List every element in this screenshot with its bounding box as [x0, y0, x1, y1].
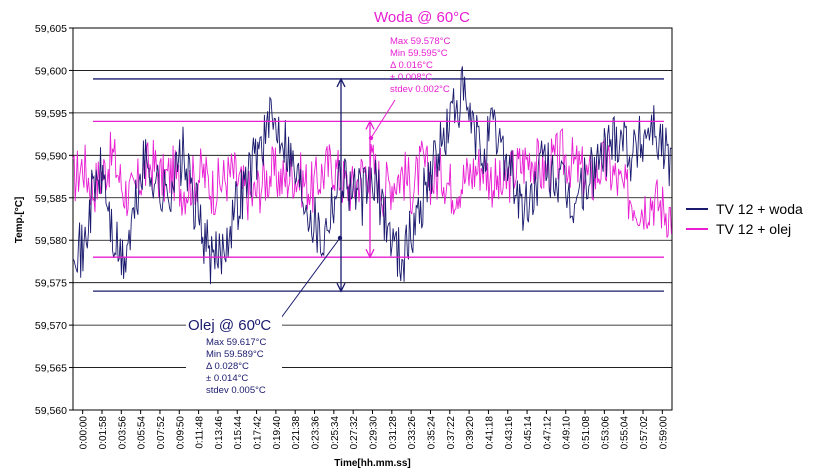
annotation-woda: Woda @ 60°C Max 59.578°C Min 59.595°C Δ …	[374, 9, 470, 95]
annotation-woda-leader-dot	[368, 135, 374, 141]
x-tick-label: 0:05:54	[137, 416, 148, 450]
annotation-woda-delta: Δ 0.016°C	[390, 60, 433, 71]
annotation-olej-min: Min 59.589°C	[206, 349, 264, 360]
y-tick-label: 59,565	[35, 363, 67, 375]
x-tick-label: 0:59:00	[658, 416, 669, 450]
grid-lines	[73, 70, 672, 368]
annotation-olej-title: Olej @ 60ºC	[188, 317, 271, 334]
y-axis-ticks: 59,560 59,565 59,570 59,575 59,580 59,585 59,5…	[35, 23, 73, 417]
range-arrow-woda-head-top	[336, 77, 346, 88]
x-tick-label: 0:43:16	[504, 416, 515, 450]
y-tick-label: 59,590	[35, 150, 67, 162]
annotation-olej-delta: Δ 0.028°C	[206, 361, 249, 372]
y-tick-label: 59,575	[35, 278, 67, 290]
x-tick-label: 0:39:20	[465, 416, 476, 450]
series-lines	[72, 66, 672, 285]
annotation-olej-plusminus: ± 0.014°C	[206, 373, 248, 384]
x-tick-label: 0:03:56	[117, 416, 128, 450]
annotation-woda-leader	[370, 99, 396, 139]
x-tick-label: 0:57:02	[639, 416, 650, 450]
y-tick-label: 59,605	[35, 23, 67, 35]
x-tick-label: 0:35:24	[426, 416, 437, 450]
x-tick-label: 0:19:40	[272, 416, 283, 450]
x-tick-label: 0:27:32	[349, 416, 360, 450]
x-tick-label: 0:29:30	[369, 416, 380, 450]
x-tick-label: 0:45:14	[523, 416, 534, 450]
x-axis-ticks: 0:00:00 0:01:58 0:03:56 0:05:54 0:07:52 0:09:…	[79, 410, 669, 450]
x-tick-label: 0:33:26	[407, 416, 418, 450]
x-tick-label: 0:37:22	[446, 416, 457, 450]
annotation-woda-title: Woda @ 60°C	[374, 9, 470, 26]
y-tick-label: 59,595	[35, 108, 67, 120]
x-tick-label: 0:07:52	[156, 416, 167, 450]
plot-area-frame	[72, 27, 673, 411]
annotation-woda-min: Min 59.595°C	[390, 48, 448, 59]
annotation-olej-leader-dot	[337, 235, 343, 241]
annotation-woda-plusminus: ± 0.008°C	[390, 72, 432, 83]
range-arrow-olej-head-top	[365, 119, 375, 130]
legend-label-woda: TV 12 + woda	[716, 201, 803, 217]
legend: TV 12 + woda TV 12 + olej	[686, 201, 803, 237]
y-tick-label: 59,560	[35, 405, 67, 417]
x-tick-label: 0:55:04	[620, 416, 631, 450]
y-tick-label: 59,600	[35, 65, 67, 77]
y-tick-label: 59,570	[35, 320, 67, 332]
reference-lines	[93, 78, 664, 292]
range-arrow-olej-head-bottom	[365, 248, 375, 259]
x-tick-label: 0:11:48	[195, 416, 206, 449]
x-tick-label: 0:15:44	[233, 416, 244, 450]
x-tick-label: 0:21:38	[291, 416, 302, 450]
range-arrows	[280, 77, 396, 319]
x-tick-label: 0:31:28	[388, 416, 399, 450]
x-tick-label: 0:53:06	[600, 416, 611, 450]
annotation-olej-stdev: stdev 0.005°C	[206, 385, 266, 396]
x-tick-label: 0:13:46	[214, 416, 225, 450]
legend-label-olej: TV 12 + olej	[716, 221, 791, 237]
x-tick-label: 0:09:50	[175, 416, 186, 450]
annotation-olej-background	[186, 312, 282, 398]
x-tick-label: 0:41:18	[484, 416, 495, 450]
annotation-woda-max: Max 59.578°C	[390, 36, 450, 47]
x-tick-label: 0:01:58	[98, 416, 109, 450]
annotation-olej: Olej @ 60ºC Max 59.617°C Min 59.589°C Δ …	[186, 312, 282, 398]
x-tick-label: 0:49:10	[562, 416, 573, 450]
x-tick-label: 0:00:00	[79, 416, 90, 450]
x-tick-label: 0:47:12	[542, 416, 553, 450]
x-tick-label: 0:25:34	[330, 416, 341, 450]
annotation-olej-leader	[280, 237, 341, 319]
y-tick-label: 59,585	[35, 193, 67, 205]
annotation-olej-max: Max 59.617°C	[206, 337, 266, 348]
range-arrow-woda-head-bottom	[336, 282, 346, 293]
annotation-woda-stdev: stdev 0.002°C	[390, 84, 450, 95]
x-tick-label: 0:17:42	[253, 416, 264, 450]
series-line-woda	[72, 66, 672, 285]
y-tick-label: 59,580	[35, 235, 67, 247]
series-line-olej	[72, 128, 672, 238]
x-tick-label: 0:23:36	[311, 416, 322, 450]
x-axis-title: Time[hh.mm.ss]	[334, 458, 411, 469]
y-axis-title: Temp.[°C]	[14, 197, 25, 244]
x-tick-label: 0:51:08	[581, 416, 592, 450]
